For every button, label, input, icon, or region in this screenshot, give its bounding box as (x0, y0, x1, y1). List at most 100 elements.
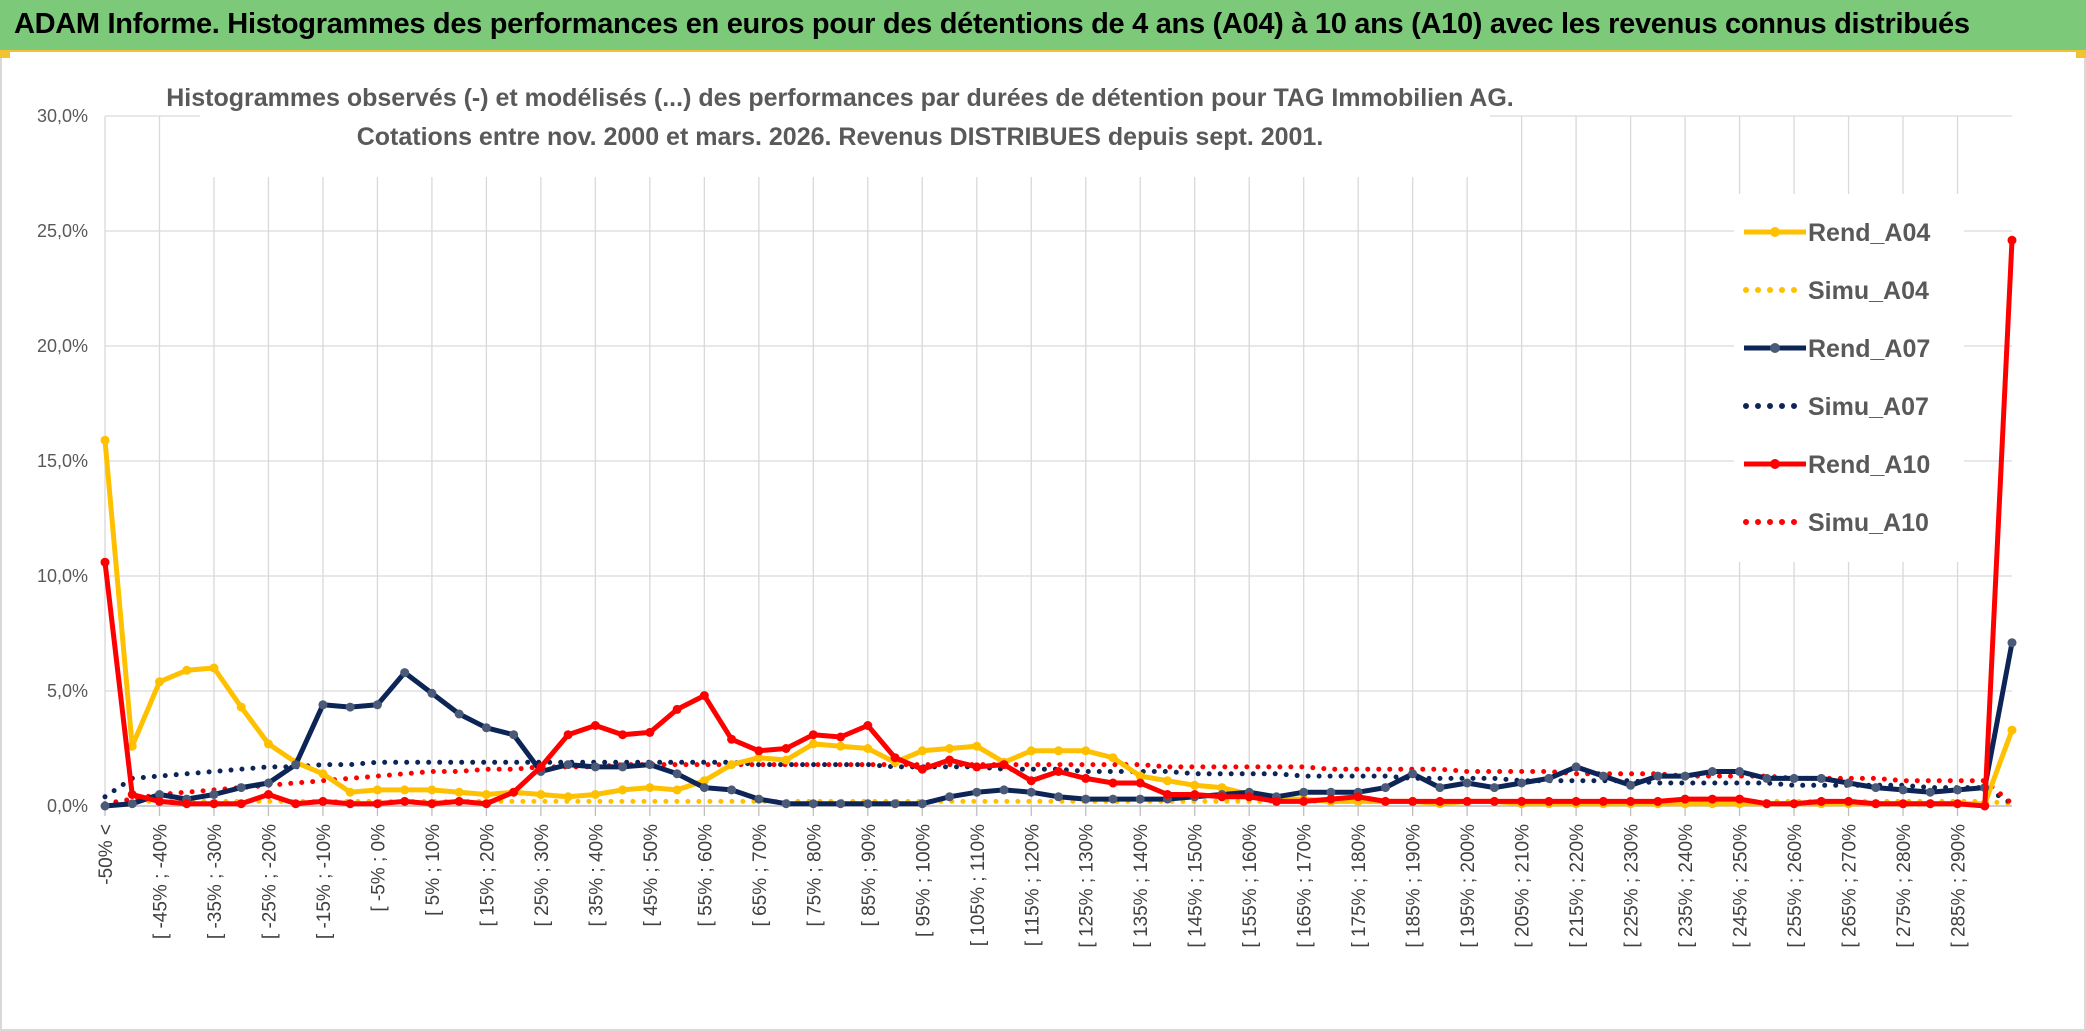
series-point-rend-a04 (945, 744, 955, 753)
legend-label-simu-a04: Simu_A04 (1808, 277, 1929, 305)
series-point-rend-a07 (1380, 783, 1390, 793)
series-point-rend-a04 (618, 785, 628, 795)
x-tick-label: [ 5% ; 10% (423, 824, 444, 916)
series-point-rend-a10 (1653, 796, 1663, 806)
series-point-rend-a07 (1762, 773, 1772, 783)
series-point-rend-a07 (1135, 794, 1145, 804)
series-point-rend-a04 (1081, 746, 1091, 756)
series-point-rend-a07 (1517, 778, 1527, 788)
x-tick-label: [ 175% ; 180% (1349, 824, 1370, 948)
series-point-rend-a10 (1816, 796, 1826, 806)
series-point-rend-a10 (1217, 792, 1227, 802)
series-point-rend-a07 (808, 799, 818, 809)
series-line-simu-a10 (102, 762, 2015, 807)
series-point-rend-a04 (2007, 725, 2017, 735)
series-point-rend-a10 (2007, 235, 2017, 245)
series-point-rend-a07 (1326, 787, 1336, 797)
series-point-rend-a07 (645, 760, 655, 770)
series-point-rend-a07 (100, 801, 110, 811)
series-point-rend-a07 (1626, 780, 1636, 790)
series-point-rend-a04 (182, 665, 192, 675)
series-point-rend-a10 (1844, 796, 1854, 806)
series-point-rend-a10 (618, 730, 628, 740)
x-tick-label: [ 85% ; 90% (859, 824, 880, 927)
series-point-rend-a10 (1598, 796, 1608, 806)
series-point-rend-a10 (672, 704, 682, 714)
header-banner: ADAM Informe. Histogrammes des performan… (0, 0, 2086, 52)
series-point-rend-a10 (536, 762, 546, 772)
y-tick-label: 25,0% (37, 221, 88, 241)
series-point-rend-a10 (1190, 790, 1200, 799)
x-tick-label: [ 255% ; 260% (1785, 824, 1806, 948)
series-point-rend-a10 (100, 557, 110, 567)
x-tick-label: [ 95% ; 100% (913, 824, 934, 937)
series-point-rend-a10 (1054, 767, 1063, 776)
series-point-rend-a10 (754, 746, 764, 756)
series-point-rend-a07 (999, 785, 1009, 795)
x-tick-label: [ 165% ; 170% (1295, 824, 1316, 948)
series-point-rend-a07 (781, 799, 791, 809)
series-point-rend-a07 (563, 760, 573, 770)
x-tick-label: [ 155% ; 160% (1240, 824, 1261, 948)
y-axis: 0,0% 5,0% 10,0% 15,0% 20,0% 25,0% 30,0% (37, 106, 88, 816)
series-point-rend-a10 (318, 796, 328, 806)
legend-marker-rend-a04 (1770, 227, 1780, 237)
x-tick-label: [ 285% ; 290% (1949, 824, 1970, 948)
series-point-rend-a10 (127, 790, 137, 799)
series-point-rend-a10 (1271, 796, 1281, 806)
series-point-rend-a10 (345, 799, 355, 809)
x-tick-label: [ 15% ; 20% (477, 824, 498, 927)
x-tick-label: [ 185% ; 190% (1404, 824, 1425, 948)
series-point-rend-a10 (563, 730, 573, 740)
series-point-rend-a07 (1816, 773, 1826, 783)
y-tick-label: 20,0% (37, 336, 88, 356)
series-point-rend-a10 (1953, 799, 1963, 809)
series-point-rend-a10 (1244, 792, 1254, 802)
series-point-rend-a07 (1735, 767, 1745, 776)
chart-title-line-2: Cotations entre nov. 2000 et mars. 2026.… (357, 123, 1324, 151)
x-tick-label: [ 215% ; 220% (1567, 824, 1588, 948)
series-point-rend-a04 (400, 785, 410, 795)
series-point-rend-a04 (127, 741, 137, 751)
series-point-rend-a10 (1489, 796, 1499, 806)
series-point-rend-a04 (263, 739, 273, 749)
series-line-rend-a10 (102, 240, 2015, 809)
series-point-rend-a07 (1299, 787, 1309, 797)
series-point-rend-a04 (1135, 771, 1145, 781)
series-point-rend-a07 (454, 709, 464, 719)
series-point-rend-a10 (1789, 799, 1799, 809)
legend-label-rend-a04: Rend_A04 (1808, 219, 1930, 247)
x-tick-label: [ -35% ; -30% (205, 824, 226, 939)
series-point-rend-a07 (427, 688, 437, 698)
series-point-rend-a10 (945, 755, 955, 765)
y-tick-label: 0,0% (47, 796, 88, 816)
series-point-rend-a04 (1217, 783, 1227, 793)
legend-marker-rend-a10 (1770, 459, 1780, 469)
series-point-rend-a07 (1108, 794, 1118, 804)
series-point-rend-a07 (1898, 785, 1908, 795)
series-point-rend-a07 (400, 668, 410, 678)
series-point-rend-a04 (1162, 776, 1172, 786)
series-point-rend-a10 (1680, 794, 1690, 804)
x-tick-label: [ 195% ; 200% (1458, 824, 1479, 948)
series-point-rend-a07 (672, 769, 682, 779)
series-point-rend-a07 (154, 790, 164, 799)
x-tick-label: [ 265% ; 270% (1840, 824, 1861, 948)
series-point-rend-a07 (291, 760, 301, 770)
series-point-rend-a07 (836, 799, 846, 809)
x-tick-label: [ 205% ; 210% (1513, 824, 1534, 948)
chart-grid (104, 115, 2012, 816)
series-point-rend-a10 (481, 799, 491, 809)
series-point-rend-a07 (727, 785, 737, 795)
series-point-rend-a04 (1108, 753, 1118, 763)
series-point-rend-a10 (1135, 778, 1145, 788)
x-tick-label: [ 45% ; 50% (641, 824, 662, 927)
series-point-rend-a07 (1054, 792, 1063, 802)
series-point-rend-a07 (1598, 771, 1608, 781)
series-point-rend-a10 (1299, 796, 1309, 806)
series-point-rend-a04 (754, 753, 764, 763)
series-point-rend-a04 (481, 790, 491, 799)
series-point-rend-a10 (1762, 799, 1772, 809)
series-point-rend-a10 (1707, 794, 1717, 804)
series-point-rend-a07 (1707, 767, 1717, 776)
